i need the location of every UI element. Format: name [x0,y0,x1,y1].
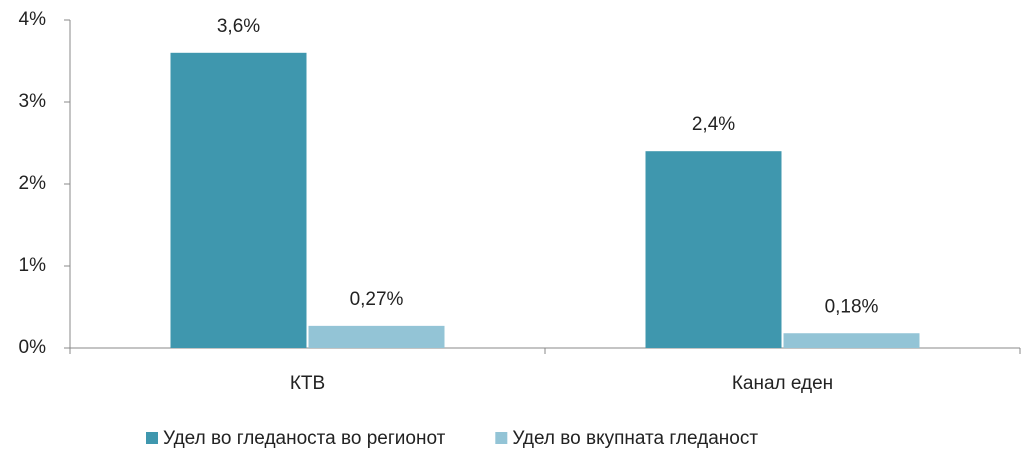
bar [783,333,920,348]
bar [645,151,782,348]
x-tick-label: Канал еден [732,373,833,394]
x-tick-label: КТВ [290,373,325,394]
data-label: 0,27% [350,289,404,310]
y-tick-label: 4% [19,9,47,30]
y-tick-label: 2% [19,173,47,194]
legend-label: Удел во вкупната гледаност [512,428,758,449]
data-label: 3,6% [217,16,260,37]
data-label: 0,18% [825,296,879,317]
y-tick-label: 3% [19,91,47,112]
y-tick-label: 1% [19,255,47,276]
y-tick-label: 0% [19,337,47,358]
legend-swatch [146,432,158,444]
data-label: 2,4% [692,114,735,135]
bar [170,52,307,349]
bar [308,325,445,348]
legend-swatch [495,432,508,444]
legend-label: Удел во гледаноста во регионот [163,428,446,449]
